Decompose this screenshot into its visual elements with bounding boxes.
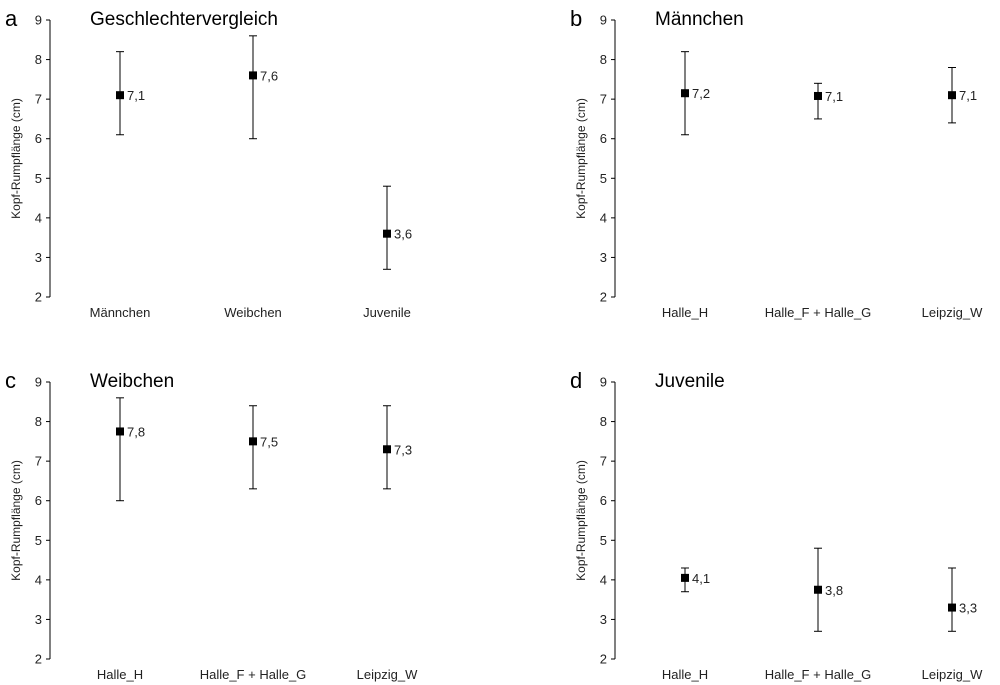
y-tick-label: 7: [35, 454, 42, 469]
y-tick-label: 2: [35, 652, 42, 667]
data-label: 7,8: [127, 424, 145, 439]
data-point: [116, 91, 124, 100]
category-label: Halle_H: [97, 667, 143, 682]
y-tick-label: 3: [600, 612, 607, 627]
y-tick-label: 2: [600, 652, 607, 667]
data-point: [814, 91, 822, 100]
data-point: [249, 437, 257, 446]
data-point: [383, 445, 391, 454]
y-tick-label: 8: [35, 414, 42, 429]
panel-letter: d: [570, 368, 582, 393]
data-label: 7,1: [959, 88, 977, 103]
y-axis-label: Kopf-Rumpflänge (cm): [574, 98, 588, 219]
y-tick-label: 7: [600, 454, 607, 469]
y-axis-label: Kopf-Rumpflänge (cm): [9, 98, 23, 219]
category-label: Leipzig_W: [357, 667, 418, 682]
y-tick-label: 3: [35, 612, 42, 627]
chart-panel-d: d Juvenile 2 3 4 5 6 7 8 9 Kopf-Rumpflänge (cm) 4,1…: [570, 368, 983, 682]
data-point: [116, 427, 124, 436]
category-label: Leipzig_W: [922, 305, 983, 320]
data-point: [948, 603, 956, 612]
chart-title: Geschlechtervergleich: [90, 9, 278, 30]
panel-letter: a: [5, 6, 18, 31]
chart-title: Juvenile: [655, 371, 725, 392]
y-tick-label: 5: [35, 171, 42, 186]
y-tick-label: 5: [600, 533, 607, 548]
y-tick-label: 5: [600, 171, 607, 186]
y-tick-label: 4: [600, 572, 607, 587]
data-point: [383, 229, 391, 238]
category-label: Halle_F + Halle_G: [765, 667, 872, 682]
data-point: [681, 89, 689, 98]
data-label: 7,3: [394, 442, 412, 457]
y-tick-label: 5: [35, 533, 42, 548]
category-label: Halle_F + Halle_G: [200, 667, 307, 682]
y-tick-label: 3: [35, 250, 42, 265]
category-label: Halle_H: [662, 667, 708, 682]
data-label: 3,6: [394, 227, 412, 242]
y-tick-label: 9: [600, 375, 607, 390]
y-tick-label: 6: [600, 131, 607, 146]
y-axis-label: Kopf-Rumpflänge (cm): [574, 460, 588, 581]
chart-panel-c: c Weibchen 2 3 4 5 6 7 8 9 Kopf-Rumpflänge (cm) 7,8…: [5, 368, 418, 682]
category-label: Juvenile: [363, 305, 411, 320]
data-label: 3,3: [959, 601, 977, 616]
y-tick-label: 9: [35, 375, 42, 390]
y-tick-label: 8: [35, 52, 42, 67]
y-tick-label: 7: [600, 92, 607, 107]
chart-title: Männchen: [655, 9, 744, 30]
data-label: 7,6: [260, 68, 278, 83]
data-label: 7,1: [825, 89, 843, 104]
y-tick-label: 6: [600, 493, 607, 508]
chart-title: Weibchen: [90, 371, 174, 392]
y-tick-label: 6: [35, 131, 42, 146]
panel-letter: b: [570, 6, 582, 31]
y-axis-label: Kopf-Rumpflänge (cm): [9, 460, 23, 581]
y-tick-label: 9: [35, 13, 42, 28]
category-label: Leipzig_W: [922, 667, 983, 682]
category-label: Halle_H: [662, 305, 708, 320]
y-tick-label: 4: [600, 210, 607, 225]
y-tick-label: 9: [600, 13, 607, 28]
category-label: Halle_F + Halle_G: [765, 305, 872, 320]
y-tick-label: 4: [35, 210, 42, 225]
chart-panel-b: b Männchen 2 3 4 5 6 7 8 9 Kopf-Rumpflänge (cm) 7,2…: [570, 6, 983, 320]
data-label: 4,1: [692, 571, 710, 586]
panel-letter: c: [5, 368, 16, 393]
data-point: [681, 573, 689, 582]
data-label: 7,2: [692, 86, 710, 101]
chart-panel-a: a Geschlechtervergleich 2 3 4 5 6 7 8 9 Kopf-Rumpf…: [5, 6, 412, 320]
y-tick-label: 3: [600, 250, 607, 265]
data-point: [814, 585, 822, 594]
y-tick-label: 7: [35, 92, 42, 107]
y-tick-label: 8: [600, 52, 607, 67]
y-tick-label: 8: [600, 414, 607, 429]
y-tick-label: 2: [35, 290, 42, 305]
y-tick-label: 2: [600, 290, 607, 305]
y-tick-label: 4: [35, 572, 42, 587]
data-point: [249, 71, 257, 80]
y-tick-label: 6: [35, 493, 42, 508]
data-label: 7,1: [127, 88, 145, 103]
category-label: Weibchen: [224, 305, 282, 320]
data-point: [948, 91, 956, 100]
data-label: 3,8: [825, 583, 843, 598]
data-label: 7,5: [260, 434, 278, 449]
category-label: Männchen: [90, 305, 151, 320]
